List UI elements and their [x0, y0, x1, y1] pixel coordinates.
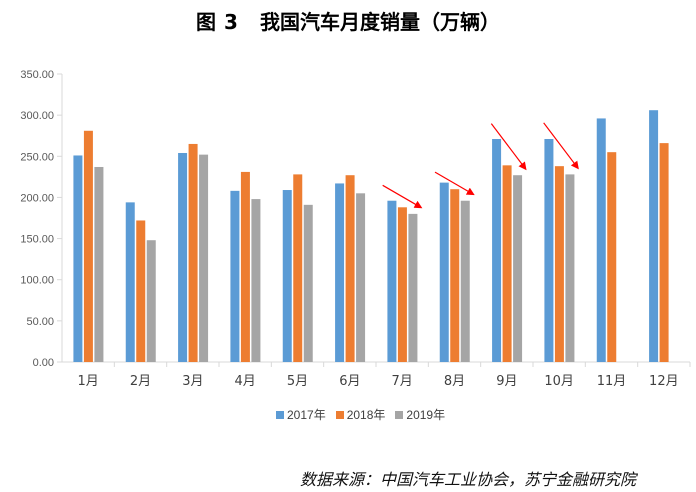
- red-arrow-7月: [382, 184, 423, 209]
- y-tick-label: 200.00: [20, 192, 54, 204]
- bar-2019年-10月: [565, 174, 575, 362]
- bar-2018年-4月: [240, 171, 250, 362]
- bar-2017年-10月: [544, 139, 554, 362]
- legend-item-2018: 2018年: [335, 406, 386, 423]
- legend-label-2018: 2018年: [346, 408, 386, 422]
- bar-2019年-7月: [408, 213, 418, 362]
- bar-2018年-11月: [607, 152, 617, 362]
- red-arrow-8月: [434, 171, 475, 196]
- bar-2017年-11月: [596, 118, 606, 362]
- red-arrow-10月: [543, 122, 579, 170]
- bar-2019年-2月: [146, 240, 156, 362]
- y-tick-label: 0.00: [33, 357, 54, 369]
- legend-label-2019: 2019年: [406, 408, 446, 422]
- x-tick-label: 8月: [444, 374, 465, 389]
- bar-2017年-8月: [439, 182, 449, 362]
- y-tick-label: 50.00: [26, 316, 54, 328]
- x-tick-label: 1月: [78, 374, 99, 389]
- bar-2018年-3月: [188, 143, 198, 362]
- bar-2017年-9月: [492, 139, 502, 362]
- legend-swatch-2017: [276, 410, 284, 419]
- bar-2017年-4月: [230, 190, 240, 362]
- bar-2017年-2月: [125, 202, 135, 362]
- bar-2019年-1月: [94, 166, 104, 362]
- x-tick-label: 3月: [182, 374, 203, 389]
- legend-item-2017: 2017年: [276, 406, 326, 423]
- bar-2018年-1月: [83, 130, 93, 362]
- y-tick-label: 250.00: [20, 151, 54, 163]
- bar-2018年-12月: [659, 143, 669, 362]
- x-tick-label: 6月: [339, 374, 360, 389]
- legend-item-2019: 2019年: [395, 406, 445, 423]
- legend-swatch-2018: [335, 410, 344, 419]
- x-tick-label: 2月: [130, 374, 151, 389]
- bar-2019年-4月: [251, 199, 261, 362]
- bar-2017年-5月: [282, 190, 292, 362]
- title-prefix: 图: [196, 10, 217, 34]
- bar-2019年-8月: [460, 200, 470, 362]
- bar-2017年-7月: [387, 200, 397, 362]
- legend-label-2017: 2017年: [287, 408, 326, 422]
- bar-2017年-1月: [73, 155, 83, 362]
- x-tick-label: 7月: [392, 374, 413, 389]
- bar-2019年-6月: [356, 193, 366, 362]
- bar-chart: 0.00 50.00 100.00 150.00 200.00 250.00 300.00 3…: [20, 69, 691, 389]
- x-tick-label: 4月: [235, 374, 256, 389]
- bar-2019年-9月: [513, 175, 523, 362]
- bar-2018年-5月: [293, 174, 303, 362]
- x-tick-label: 12月: [649, 374, 679, 389]
- x-tick-label: 9月: [496, 374, 517, 389]
- y-tick-label: 150.00: [20, 234, 54, 246]
- legend: 2017年 2018年 2019年: [276, 406, 445, 423]
- x-tick-label: 10月: [544, 374, 574, 389]
- bar-2018年-2月: [136, 220, 146, 362]
- bar-2017年-6月: [335, 183, 345, 362]
- bar-2018年-10月: [554, 166, 564, 362]
- bar-2017年-12月: [649, 110, 659, 362]
- bar-2019年-5月: [303, 204, 313, 362]
- chart-title: 图 3 我国汽车月度销量（万辆）: [0, 6, 696, 35]
- bar-2017年-3月: [178, 152, 188, 362]
- bar-2019年-3月: [199, 154, 209, 362]
- red-arrow-9月: [490, 123, 527, 171]
- bar-2018年-7月: [397, 207, 407, 362]
- y-tick-label: 300.00: [20, 110, 54, 122]
- legend-swatch-2019: [395, 410, 404, 419]
- y-tick-label: 100.00: [20, 275, 54, 287]
- bar-2018年-9月: [502, 165, 512, 362]
- x-tick-label: 11月: [597, 374, 627, 389]
- title-text: 我国汽车月度销量（万辆）: [259, 10, 500, 34]
- bar-2018年-6月: [345, 175, 355, 362]
- x-tick-label: 5月: [287, 374, 308, 389]
- y-tick-label: 350.00: [20, 69, 54, 81]
- bar-2018年-8月: [450, 189, 460, 362]
- title-number: 3: [224, 10, 238, 34]
- data-source: 数据来源：中国汽车工业协会，苏宁金融研究院: [300, 470, 637, 489]
